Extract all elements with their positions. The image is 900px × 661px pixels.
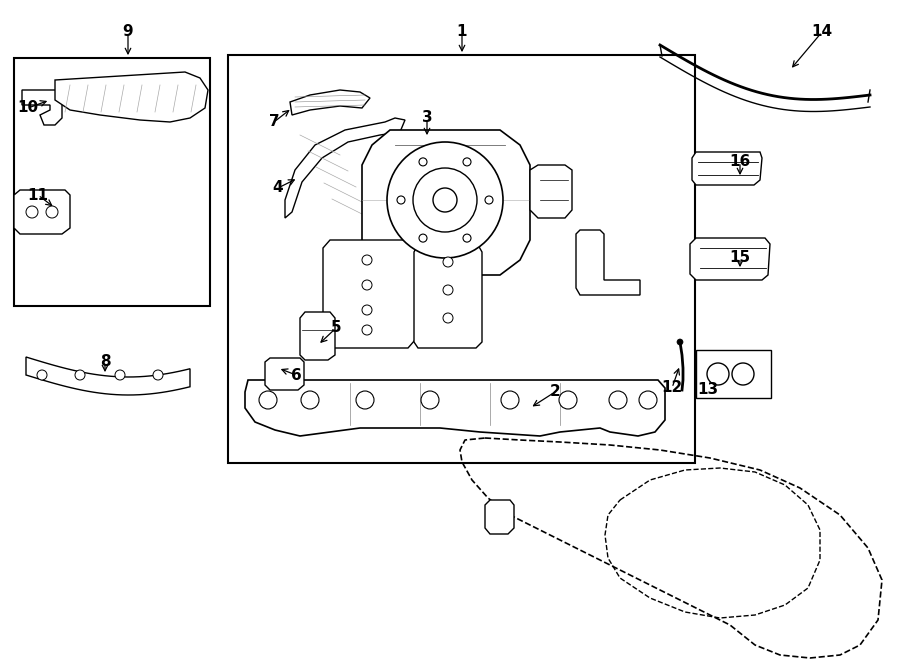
Bar xyxy=(228,55,695,463)
Circle shape xyxy=(153,370,163,380)
Polygon shape xyxy=(414,245,482,348)
Circle shape xyxy=(433,188,457,212)
Bar xyxy=(696,350,771,398)
Text: 10: 10 xyxy=(17,100,39,116)
Text: 1: 1 xyxy=(456,24,467,40)
Circle shape xyxy=(463,158,471,166)
Text: 8: 8 xyxy=(100,354,111,369)
Polygon shape xyxy=(300,312,335,360)
Polygon shape xyxy=(285,118,405,218)
Circle shape xyxy=(419,158,427,166)
Circle shape xyxy=(37,370,47,380)
Polygon shape xyxy=(692,152,762,185)
Circle shape xyxy=(26,206,38,218)
Circle shape xyxy=(397,196,405,204)
Polygon shape xyxy=(245,380,665,436)
Polygon shape xyxy=(362,130,530,275)
Circle shape xyxy=(463,234,471,242)
Circle shape xyxy=(362,325,372,335)
Circle shape xyxy=(362,255,372,265)
Circle shape xyxy=(443,285,453,295)
Circle shape xyxy=(443,257,453,267)
Text: 4: 4 xyxy=(273,180,284,196)
Circle shape xyxy=(413,168,477,232)
Polygon shape xyxy=(530,165,572,218)
Text: 3: 3 xyxy=(422,110,432,126)
Text: 2: 2 xyxy=(550,385,561,399)
Polygon shape xyxy=(265,358,304,390)
Polygon shape xyxy=(323,240,415,348)
Text: 16: 16 xyxy=(729,155,751,169)
Circle shape xyxy=(707,363,729,385)
Polygon shape xyxy=(26,357,190,395)
Polygon shape xyxy=(485,500,514,534)
Bar xyxy=(705,252,730,270)
Circle shape xyxy=(356,391,374,409)
Circle shape xyxy=(115,370,125,380)
Circle shape xyxy=(259,391,277,409)
Circle shape xyxy=(419,234,427,242)
Circle shape xyxy=(301,391,319,409)
Polygon shape xyxy=(14,190,70,234)
Circle shape xyxy=(609,391,627,409)
Text: 9: 9 xyxy=(122,24,133,40)
Text: 7: 7 xyxy=(269,114,279,130)
Circle shape xyxy=(485,196,493,204)
Polygon shape xyxy=(690,238,770,280)
Bar xyxy=(736,252,754,270)
Circle shape xyxy=(387,142,503,258)
Text: 13: 13 xyxy=(698,383,718,397)
Text: 5: 5 xyxy=(330,321,341,336)
Circle shape xyxy=(639,391,657,409)
Text: 11: 11 xyxy=(28,188,49,202)
Polygon shape xyxy=(576,230,640,295)
Polygon shape xyxy=(22,90,62,125)
Polygon shape xyxy=(290,90,370,115)
Text: 15: 15 xyxy=(729,251,751,266)
Circle shape xyxy=(732,363,754,385)
Bar xyxy=(14,58,210,306)
Circle shape xyxy=(677,339,683,345)
Circle shape xyxy=(421,391,439,409)
Circle shape xyxy=(501,391,519,409)
Circle shape xyxy=(559,391,577,409)
Circle shape xyxy=(75,370,85,380)
Text: 14: 14 xyxy=(812,24,833,40)
Circle shape xyxy=(362,280,372,290)
Text: 6: 6 xyxy=(291,368,302,383)
Circle shape xyxy=(46,206,58,218)
Text: 12: 12 xyxy=(662,381,682,395)
Circle shape xyxy=(362,305,372,315)
Circle shape xyxy=(443,313,453,323)
Polygon shape xyxy=(55,72,208,122)
